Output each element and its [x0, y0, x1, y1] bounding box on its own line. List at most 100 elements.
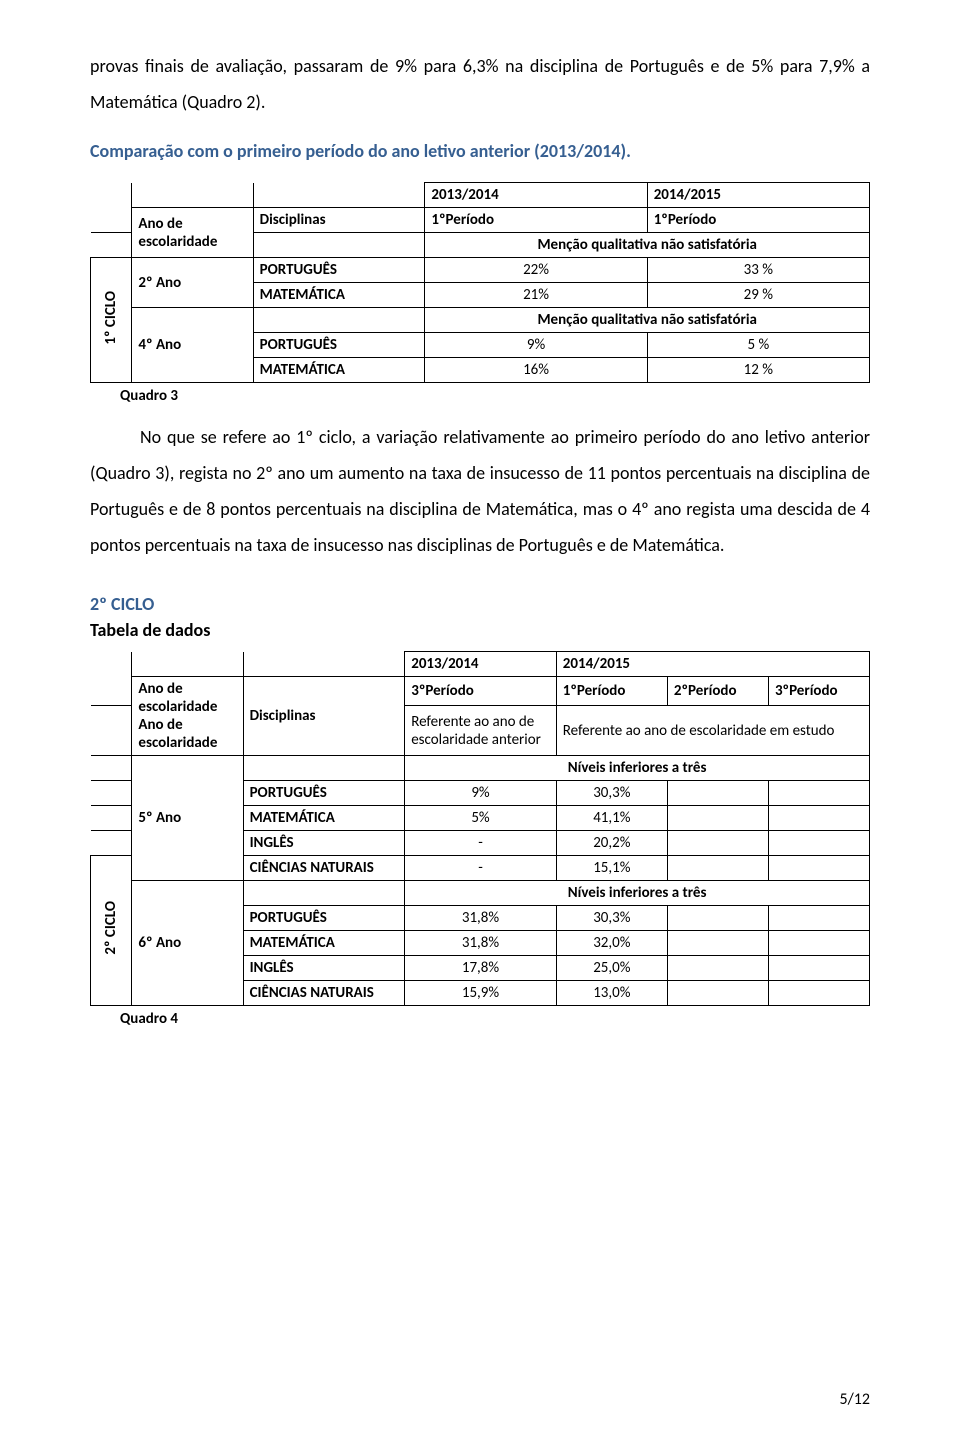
- empty-cell: [91, 208, 132, 233]
- quadro-3-label: Quadro 3: [120, 387, 870, 405]
- disciplinas-header: Disciplinas: [253, 208, 425, 233]
- ano-5: 5º Ano: [132, 756, 243, 881]
- disc-cn: CIÊNCIAS NATURAIS: [243, 856, 405, 881]
- section-2-ciclo: 2º CICLO: [90, 593, 870, 615]
- empty-cell: [768, 856, 869, 881]
- middle-paragraph: No que se refere ao 1º ciclo, a variação…: [90, 419, 870, 563]
- empty-cell: [667, 931, 768, 956]
- empty-cell: [91, 652, 132, 677]
- cell-val: 30,3%: [556, 781, 667, 806]
- empty-cell: [667, 781, 768, 806]
- empty-cell: [253, 183, 425, 208]
- table-row: 2013/2014 2014/2015: [91, 183, 870, 208]
- disc-mat: MATEMÁTICA: [243, 806, 405, 831]
- cell-val: -: [405, 831, 557, 856]
- intro-line1: provas finais de avaliação, passaram de …: [90, 55, 745, 77]
- empty-cell: [768, 831, 869, 856]
- cell-val: 31,8%: [405, 931, 557, 956]
- empty-cell: [253, 308, 425, 333]
- cell-val: 32,0%: [556, 931, 667, 956]
- ano-2: 2º Ano: [132, 258, 253, 308]
- cell-val: 25,0%: [556, 956, 667, 981]
- cell-val: 16%: [425, 358, 647, 383]
- niveis-header: Níveis inferiores a três: [405, 756, 870, 781]
- year-2014: 2014/2015: [647, 183, 869, 208]
- empty-cell: [91, 781, 132, 806]
- disc-ing: INGLÊS: [243, 956, 405, 981]
- cell-val: 15,1%: [556, 856, 667, 881]
- ciclo-1-label: 1º CICLO: [102, 291, 120, 345]
- ano-6: 6º Ano: [132, 881, 243, 1006]
- niveis-header-2: Níveis inferiores a três: [405, 881, 870, 906]
- disc-port: PORTUGUÊS: [253, 333, 425, 358]
- cell-val: 21%: [425, 283, 647, 308]
- cell-val: 9%: [425, 333, 647, 358]
- cell-val: 15,9%: [405, 981, 557, 1006]
- empty-cell: [91, 756, 132, 781]
- col-1p: 1ºPeríodo: [556, 677, 667, 706]
- empty-cell: [243, 652, 405, 677]
- ref-anterior: Referente ao ano de escolaridade anterio…: [405, 706, 557, 756]
- col-3p: 3ºPeríodo: [405, 677, 557, 706]
- cell-val: 22%: [425, 258, 647, 283]
- periodo-2: 1ºPeríodo: [647, 208, 869, 233]
- year-2013: 2013/2014: [425, 183, 647, 208]
- empty-cell: [768, 906, 869, 931]
- empty-cell: [91, 831, 132, 856]
- empty-cell: [243, 756, 405, 781]
- empty-cell: [243, 881, 405, 906]
- table-row: Ano de escolaridade Ano de escolaridade …: [91, 677, 870, 706]
- page-number: 5/12: [839, 1390, 870, 1409]
- table-row: 4º Ano Menção qualitativa não satisfatór…: [91, 308, 870, 333]
- mencao-header: Menção qualitativa não satisfatória: [425, 233, 870, 258]
- empty-cell: [768, 981, 869, 1006]
- cell-val: 31,8%: [405, 906, 557, 931]
- col-3p2: 3ºPeríodo: [768, 677, 869, 706]
- table-quadro3: 2013/2014 2014/2015 Ano de escolaridade …: [90, 182, 870, 383]
- disc-port: PORTUGUÊS: [243, 781, 405, 806]
- disc-port: PORTUGUÊS: [253, 258, 425, 283]
- table-row: 6º Ano Níveis inferiores a três: [91, 881, 870, 906]
- empty-cell: [667, 981, 768, 1006]
- empty-cell: [768, 781, 869, 806]
- disc-ing: INGLÊS: [243, 831, 405, 856]
- mencao-header-2: Menção qualitativa não satisfatória: [425, 308, 870, 333]
- disc-mat: MATEMÁTICA: [243, 931, 405, 956]
- empty-cell: [91, 706, 132, 756]
- comparison-heading: Comparação com o primeiro período do ano…: [90, 140, 870, 162]
- year-2014: 2014/2015: [556, 652, 869, 677]
- quadro-4-label: Quadro 4: [120, 1010, 870, 1028]
- empty-cell: [91, 677, 132, 706]
- table-quadro4: 2013/2014 2014/2015 Ano de escolaridade …: [90, 651, 870, 1006]
- empty-cell: [768, 956, 869, 981]
- disc-mat: MATEMÁTICA: [253, 283, 425, 308]
- empty-cell: [91, 233, 132, 258]
- cell-val: 12 %: [647, 358, 869, 383]
- cell-val: 17,8%: [405, 956, 557, 981]
- year-2013: 2013/2014: [405, 652, 557, 677]
- disciplinas-header: Disciplinas: [243, 677, 405, 756]
- ano-escolaridade-header: Ano de escolaridade Ano de escolaridade: [132, 677, 243, 756]
- subsection-tabela: Tabela de dados: [90, 619, 870, 641]
- page: provas finais de avaliação, passaram de …: [0, 0, 960, 1429]
- table-row: 2013/2014 2014/2015: [91, 652, 870, 677]
- ano-4: 4º Ano: [132, 308, 253, 383]
- cell-val: 29 %: [647, 283, 869, 308]
- empty-cell: [253, 233, 425, 258]
- cell-val: 33 %: [647, 258, 869, 283]
- disc-cn: CIÊNCIAS NATURAIS: [243, 981, 405, 1006]
- cell-val: -: [405, 856, 557, 881]
- intro-paragraph: provas finais de avaliação, passaram de …: [90, 48, 870, 120]
- disc-mat: MATEMÁTICA: [253, 358, 425, 383]
- ciclo-1-cell: 1º CICLO: [91, 258, 132, 383]
- cell-val: 20,2%: [556, 831, 667, 856]
- col-2p: 2ºPeríodo: [667, 677, 768, 706]
- empty-cell: [768, 806, 869, 831]
- cell-val: 13,0%: [556, 981, 667, 1006]
- empty-cell: [667, 856, 768, 881]
- empty-cell: [667, 806, 768, 831]
- cell-val: 5%: [405, 806, 557, 831]
- ciclo-2-cell: 2º CICLO: [91, 856, 132, 1006]
- empty-cell: [667, 831, 768, 856]
- cell-val: 41,1%: [556, 806, 667, 831]
